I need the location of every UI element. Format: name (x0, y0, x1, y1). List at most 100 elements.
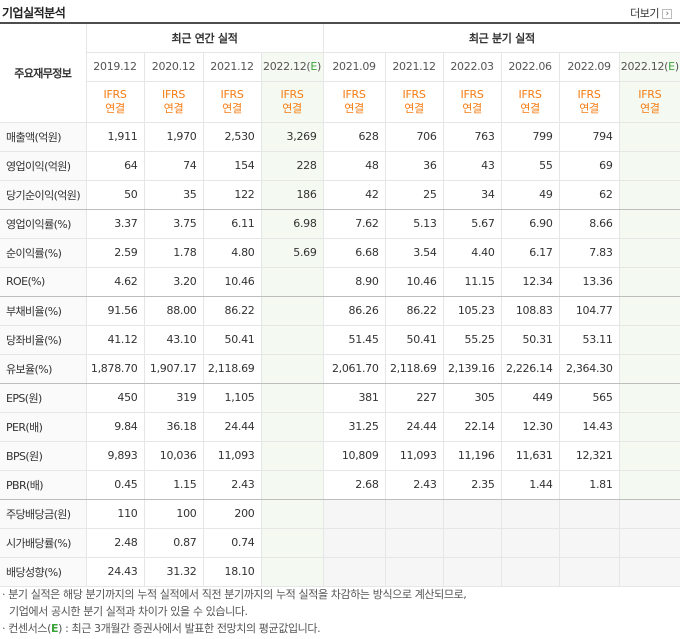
quarter-cell (500, 499, 560, 529)
quarter-cell (618, 441, 680, 471)
quarter-period-1: 2021.12 (384, 52, 444, 82)
quarter-cell (500, 557, 560, 587)
standard-ifrs: IFRS (460, 87, 484, 101)
row-label: 영업이익률(%) (0, 209, 86, 239)
row-label: 부채비율(%) (0, 296, 86, 326)
row-label: PER(배) (0, 412, 86, 442)
annual-cell: 3,269 (260, 122, 324, 152)
row-label: 순이익률(%) (0, 238, 86, 268)
row-label: ROE(%) (0, 267, 86, 297)
quarter-cell: 2,364.30 (558, 354, 620, 384)
annual-cell (260, 325, 324, 355)
annual-cell: 6.11 (202, 209, 261, 239)
quarter-cell: 12,321 (558, 441, 620, 471)
quarter-cell (322, 557, 386, 587)
quarter-cell: 7.62 (322, 209, 386, 239)
quarter-cell: 2,118.69 (384, 354, 444, 384)
standard-consolidated: 연결 (579, 101, 599, 115)
accounting-standard: IFRS 연결 (143, 81, 203, 123)
quarter-cell (618, 383, 680, 413)
quarter-cell (500, 528, 560, 558)
annual-cell: 36.18 (143, 412, 203, 442)
annual-cell: 1,911 (85, 122, 144, 152)
annual-cell: 31.32 (143, 557, 203, 587)
annual-cell: 0.87 (143, 528, 203, 558)
quarter-cell (558, 557, 620, 587)
standard-ifrs: IFRS (402, 87, 426, 101)
annual-cell: 10.46 (202, 267, 261, 297)
quarter-cell (618, 209, 680, 239)
quarter-cell: 799 (500, 122, 560, 152)
annual-cell: 2,118.69 (202, 354, 261, 384)
standard-consolidated: 연결 (105, 101, 125, 115)
annual-period-2: 2021.12 (202, 52, 261, 82)
annual-cell: 88.00 (143, 296, 203, 326)
standard-ifrs: IFRS (220, 87, 244, 101)
quarter-cell (618, 470, 680, 500)
quarter-cell: 69 (558, 151, 620, 181)
annual-cell: 3.37 (85, 209, 144, 239)
annual-cell (260, 383, 324, 413)
annual-cell: 1.15 (143, 470, 203, 500)
annual-cell: 4.62 (85, 267, 144, 297)
quarter-cell: 6.17 (500, 238, 560, 268)
quarter-cell: 43 (442, 151, 502, 181)
quarter-cell: 3.54 (384, 238, 444, 268)
annual-cell: 228 (260, 151, 324, 181)
standard-header-row: IFRS 연결 IFRS 연결 IFRS 연결 IFRS 연결 IFRS 연결 IFRS 연결 IFRS… (0, 81, 680, 123)
quarter-cell: 5.13 (384, 209, 444, 239)
quarter-cell (618, 122, 680, 152)
quarter-cell: 86.22 (384, 296, 444, 326)
table-row: 유보율(%) 1,878.70 1,907.17 2,118.69 2,061.70 2,… (0, 354, 680, 384)
standard-consolidated: 연결 (462, 101, 482, 115)
annual-cell (260, 267, 324, 297)
group-header-row: 주요재무정보 최근 연간 실적 최근 분기 실적 (0, 23, 680, 123)
accounting-standard: IFRS 연결 (322, 81, 386, 123)
annual-cell: 6.98 (260, 209, 324, 239)
annual-cell: 18.10 (202, 557, 261, 587)
quarter-cell: 31.25 (322, 412, 386, 442)
quarter-cell (618, 325, 680, 355)
quarter-cell: 49 (500, 180, 560, 210)
quarter-cell (384, 557, 444, 587)
standard-consolidated: 연결 (344, 101, 364, 115)
footnotes: · 분기 실적은 해당 분기까지의 누적 실적에서 직전 분기까지의 누적 실적… (2, 586, 678, 637)
quarter-cell: 628 (322, 122, 386, 152)
footnote-2-prefix: · 컨센서스( (2, 622, 51, 635)
annual-cell: 5.69 (260, 238, 324, 268)
row-label: 당좌비율(%) (0, 325, 86, 355)
table-row: 매출액(억원) 1,911 1,970 2,530 3,269 628 706 763 799 7… (0, 122, 680, 152)
quarter-period-2: 2022.03 (442, 52, 502, 82)
annual-cell (260, 441, 324, 471)
standard-ifrs: IFRS (280, 87, 304, 101)
annual-cell (260, 470, 324, 500)
quarter-cell: 706 (384, 122, 444, 152)
quarter-cell (384, 499, 444, 529)
standard-consolidated: 연결 (404, 101, 424, 115)
quarter-cell (618, 180, 680, 210)
annual-cell: 2.48 (85, 528, 144, 558)
annual-cell: 74 (143, 151, 203, 181)
table-row: ROE(%) 4.62 3.20 10.46 8.90 10.46 11.15 12.34 13… (0, 267, 680, 297)
quarter-cell: 1.44 (500, 470, 560, 500)
annual-period-3: 2022.12(E) (260, 52, 324, 82)
quarter-cell: 763 (442, 122, 502, 152)
quarter-cell: 105.23 (442, 296, 502, 326)
standard-ifrs: IFRS (162, 87, 185, 101)
quarter-cell (442, 499, 502, 529)
annual-cell: 9,893 (85, 441, 144, 471)
standard-ifrs: IFRS (342, 87, 366, 101)
quarter-cell: 10,809 (322, 441, 386, 471)
quarter-cell (618, 354, 680, 384)
more-link[interactable]: 더보기 › (630, 5, 672, 21)
accounting-standard: IFRS 연결 (202, 81, 261, 123)
quarter-cell: 305 (442, 383, 502, 413)
standard-ifrs: IFRS (638, 87, 662, 101)
annual-group-header: 최근 연간 실적 (85, 23, 324, 53)
annual-cell: 9.84 (85, 412, 144, 442)
estimate-mark: E (668, 60, 675, 73)
corner-label: 주요재무정보 (0, 23, 86, 123)
annual-cell: 100 (143, 499, 203, 529)
financial-table: 주요재무정보 최근 연간 실적 최근 분기 실적 2019.12 2020.12 2… (0, 22, 680, 587)
standard-consolidated: 연결 (639, 101, 660, 115)
